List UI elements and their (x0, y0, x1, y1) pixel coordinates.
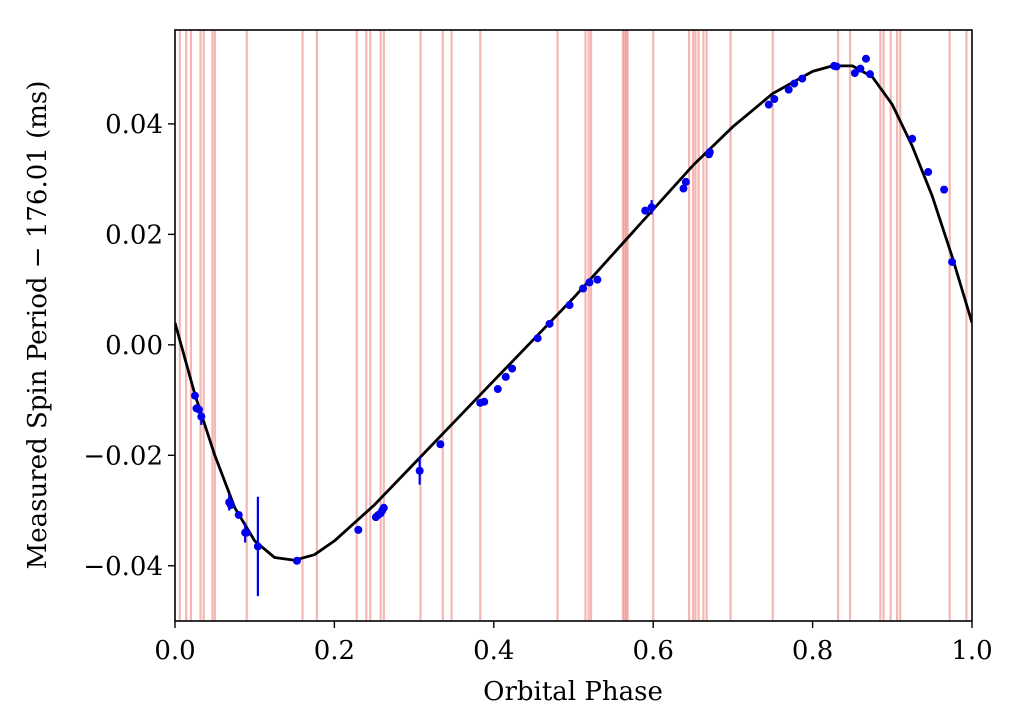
data-point (585, 278, 594, 287)
data-point (226, 501, 235, 510)
x-tick-label: 0.4 (473, 636, 514, 666)
data-point (940, 185, 949, 194)
x-tick-label: 0.6 (633, 636, 674, 666)
data-point (850, 69, 859, 78)
y-tick-label: 0.00 (105, 331, 163, 361)
data-point (190, 391, 199, 400)
vertical-marker-lines (178, 30, 968, 621)
data-point (865, 70, 874, 79)
data-point (242, 528, 251, 537)
y-tick-label: 0.02 (105, 220, 163, 250)
data-point (948, 257, 957, 266)
data-point (784, 85, 793, 94)
data-point (641, 206, 650, 215)
x-tick-label: 1.0 (951, 636, 992, 666)
data-point (354, 525, 363, 534)
data-point (197, 412, 206, 421)
model-curve (175, 64, 972, 562)
data-point (770, 95, 779, 104)
data-point (253, 542, 262, 551)
data-point (415, 466, 424, 475)
x-tick-label: 0.2 (314, 636, 355, 666)
plot-frame (174, 29, 973, 622)
data-point (705, 148, 714, 157)
y-tick-label: 0.04 (105, 110, 163, 140)
data-point (493, 385, 502, 394)
data-point (436, 440, 445, 449)
data-point (908, 134, 917, 143)
data-point (292, 556, 301, 565)
data-point (545, 319, 554, 328)
data-point (832, 62, 841, 71)
data-point (681, 177, 690, 186)
x-tick-label: 0.0 (154, 636, 195, 666)
data-point (856, 64, 865, 73)
y-tick-label: −0.02 (83, 441, 163, 471)
y-axis-ticks: −0.04 −0.02 0.00 0.02 0.04 (83, 110, 175, 582)
x-tick-label: 0.8 (792, 636, 833, 666)
data-point (790, 79, 799, 88)
model-curve-group (175, 64, 972, 562)
x-axis-ticks: 0.0 0.2 0.4 0.6 0.8 1.0 (154, 621, 993, 666)
y-axis-label: Measured Spin Period − 176.01 (ms) (23, 81, 53, 570)
data-point (480, 397, 489, 406)
data-point (501, 372, 510, 381)
data-point (861, 54, 870, 63)
data-point (924, 167, 933, 176)
data-point (679, 184, 688, 193)
data-point (593, 275, 602, 284)
data-point (533, 334, 542, 343)
data-point (234, 510, 243, 519)
data-point (798, 74, 807, 83)
data-point (647, 203, 656, 212)
data-point (579, 284, 588, 293)
data-points-group (190, 54, 957, 597)
data-point (764, 100, 773, 109)
x-axis-label: Orbital Phase (483, 677, 663, 707)
data-point (508, 364, 517, 373)
data-point (379, 503, 388, 512)
y-tick-label: −0.04 (83, 552, 163, 582)
data-point (565, 301, 574, 310)
